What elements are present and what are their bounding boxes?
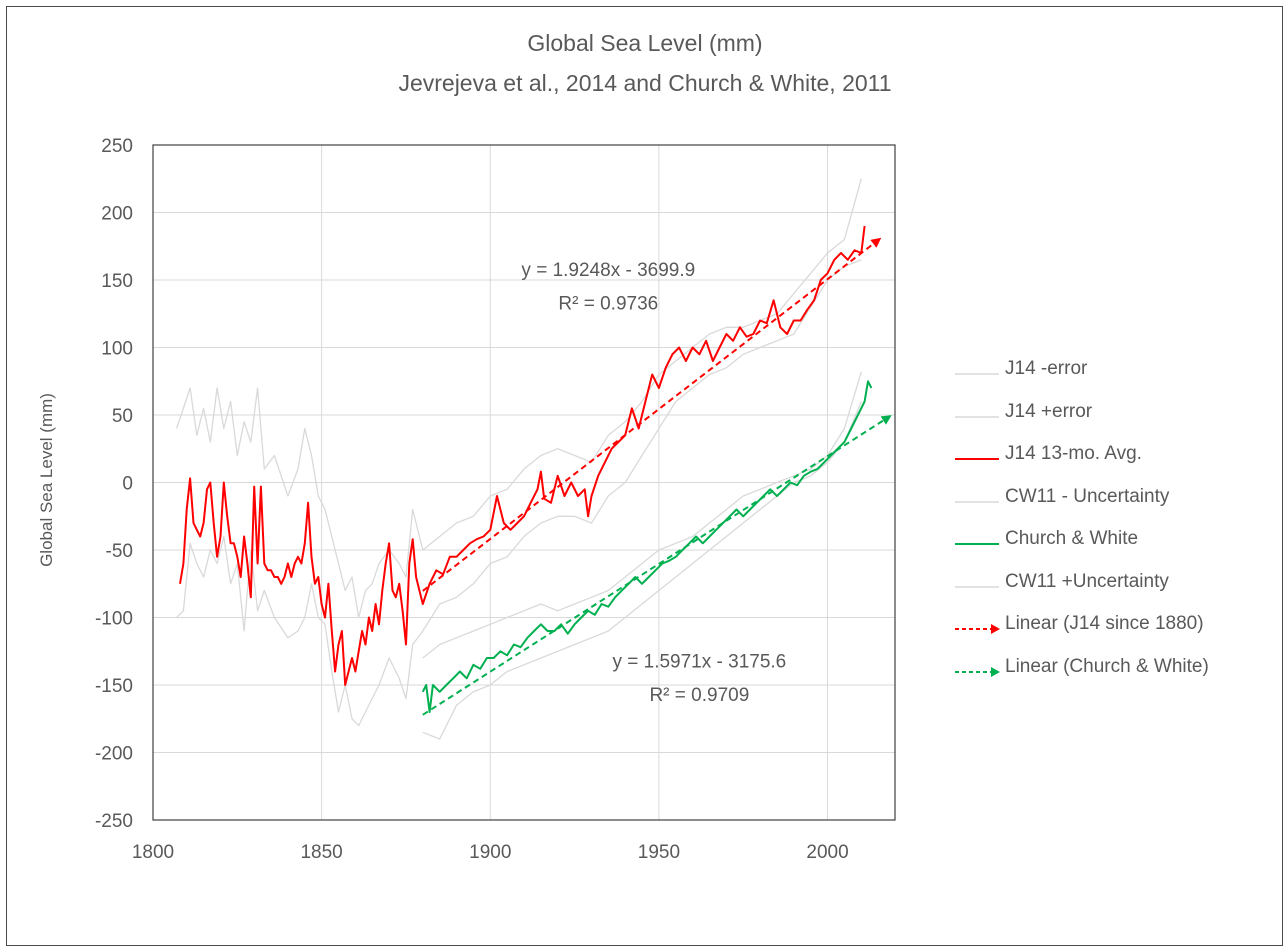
y-tick-label: -50 [106,541,133,562]
x-tick-label: 2000 [806,842,848,863]
series-line-linear-church-white [422,415,892,716]
x-tick-label: 1850 [300,842,342,863]
y-tick-label: -250 [95,811,133,832]
y-tick-label: 150 [101,271,133,292]
y-tick-label: 200 [101,204,133,225]
legend-label: Linear (J14 since 1880) [1005,613,1204,634]
legend-swatch [955,458,999,460]
plot-area-border [152,144,896,821]
legend-label: J14 -error [1005,358,1088,379]
legend-swatch [955,624,1000,634]
legend-label: CW11 - Uncertainty [1005,485,1170,507]
y-tick-label: -100 [95,609,133,630]
legend-swatch [955,500,999,503]
trendline-equation: y = 1.9248x - 3699.9 [521,260,695,281]
y-tick-label: -150 [95,676,133,697]
x-tick-label: 1900 [469,842,511,863]
y-tick-label: -200 [95,744,133,765]
legend-label: Linear (Church & White) [1005,655,1209,677]
series-line-j14-13-mo-avg [179,225,866,686]
legend-swatch [955,666,1000,677]
chart-subtitle: Jevrejeva et al., 2014 and Church & Whit… [398,70,892,96]
series-line-cw11-uncertainty [422,371,862,659]
legend-swatch [955,543,999,545]
series-line-linear-j14-since-1880 [422,237,882,592]
series-line-j14-error [176,259,862,727]
trendline-equation: R² = 0.9709 [649,685,749,706]
trendline-equation: R² = 0.9736 [558,294,658,315]
x-tick-label: 1950 [638,842,680,863]
legend-swatch [955,585,999,588]
y-tick-label: 50 [112,406,133,427]
y-tick-label: 0 [122,474,133,495]
series-line-cw11-uncertainty [422,401,862,740]
x-tick-label: 1800 [132,842,174,863]
legend-swatch [955,373,999,375]
legend-label: J14 13-mo. Avg. [1005,443,1142,464]
chart-title: Global Sea Level (mm) [527,30,763,56]
trendline-equation: y = 1.5971x - 3175.6 [612,651,786,672]
legend-label: Church & White [1005,528,1139,549]
y-tick-label: 100 [101,339,133,360]
series-line-church-white [421,380,873,713]
legend-swatch [955,415,999,418]
series-line-j14-error [175,178,862,619]
legend-label: J14 +error [1005,400,1093,422]
legend-label: CW11 +Uncertainty [1005,570,1169,592]
y-tick-label: 250 [101,136,133,157]
